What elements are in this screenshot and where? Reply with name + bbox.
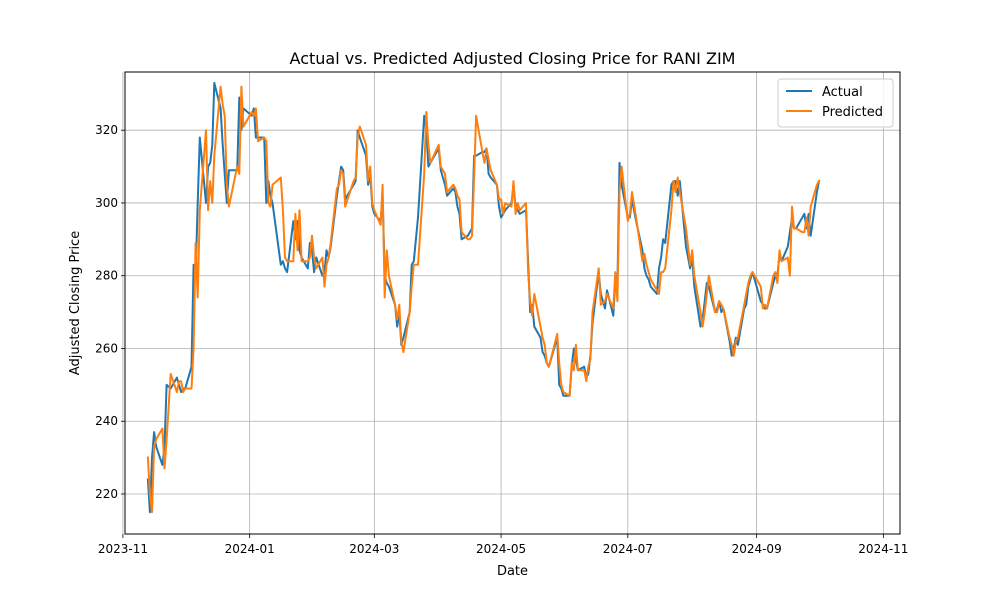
x-tick-label: 2023-11 xyxy=(98,542,148,556)
x-tick-label: 2024-11 xyxy=(858,542,908,556)
x-tick-label: 2024-07 xyxy=(603,542,653,556)
tick-layer: 2023-11 2024-01 2024-03 2024-05 2024-07 2024-… xyxy=(95,123,908,556)
y-tick-label: 280 xyxy=(95,269,118,283)
grid-lines xyxy=(122,72,900,534)
x-tick-label: 2024-05 xyxy=(476,542,526,556)
plot-frame xyxy=(124,71,901,535)
y-tick-label: 240 xyxy=(95,414,118,428)
y-tick-label: 260 xyxy=(95,341,118,355)
x-axis-label: Date xyxy=(497,564,528,579)
y-axis-label: Adjusted Closing Price xyxy=(68,231,83,375)
y-tick-label: 220 xyxy=(95,487,118,501)
chart-title: Actual vs. Predicted Adjusted Closing Pr… xyxy=(290,49,736,68)
series-line-predicted xyxy=(146,85,821,514)
x-tick-label: 2024-09 xyxy=(732,542,782,556)
series-layer xyxy=(146,81,821,514)
y-tick-label: 320 xyxy=(95,123,118,137)
legend-label-actual: Actual xyxy=(822,85,863,100)
legend-label-predicted: Predicted xyxy=(822,105,883,120)
x-tick-label: 2024-01 xyxy=(225,542,275,556)
x-tick-label: 2024-03 xyxy=(349,542,399,556)
y-tick-label: 300 xyxy=(95,196,118,210)
legend: Actual Predicted xyxy=(777,78,894,128)
